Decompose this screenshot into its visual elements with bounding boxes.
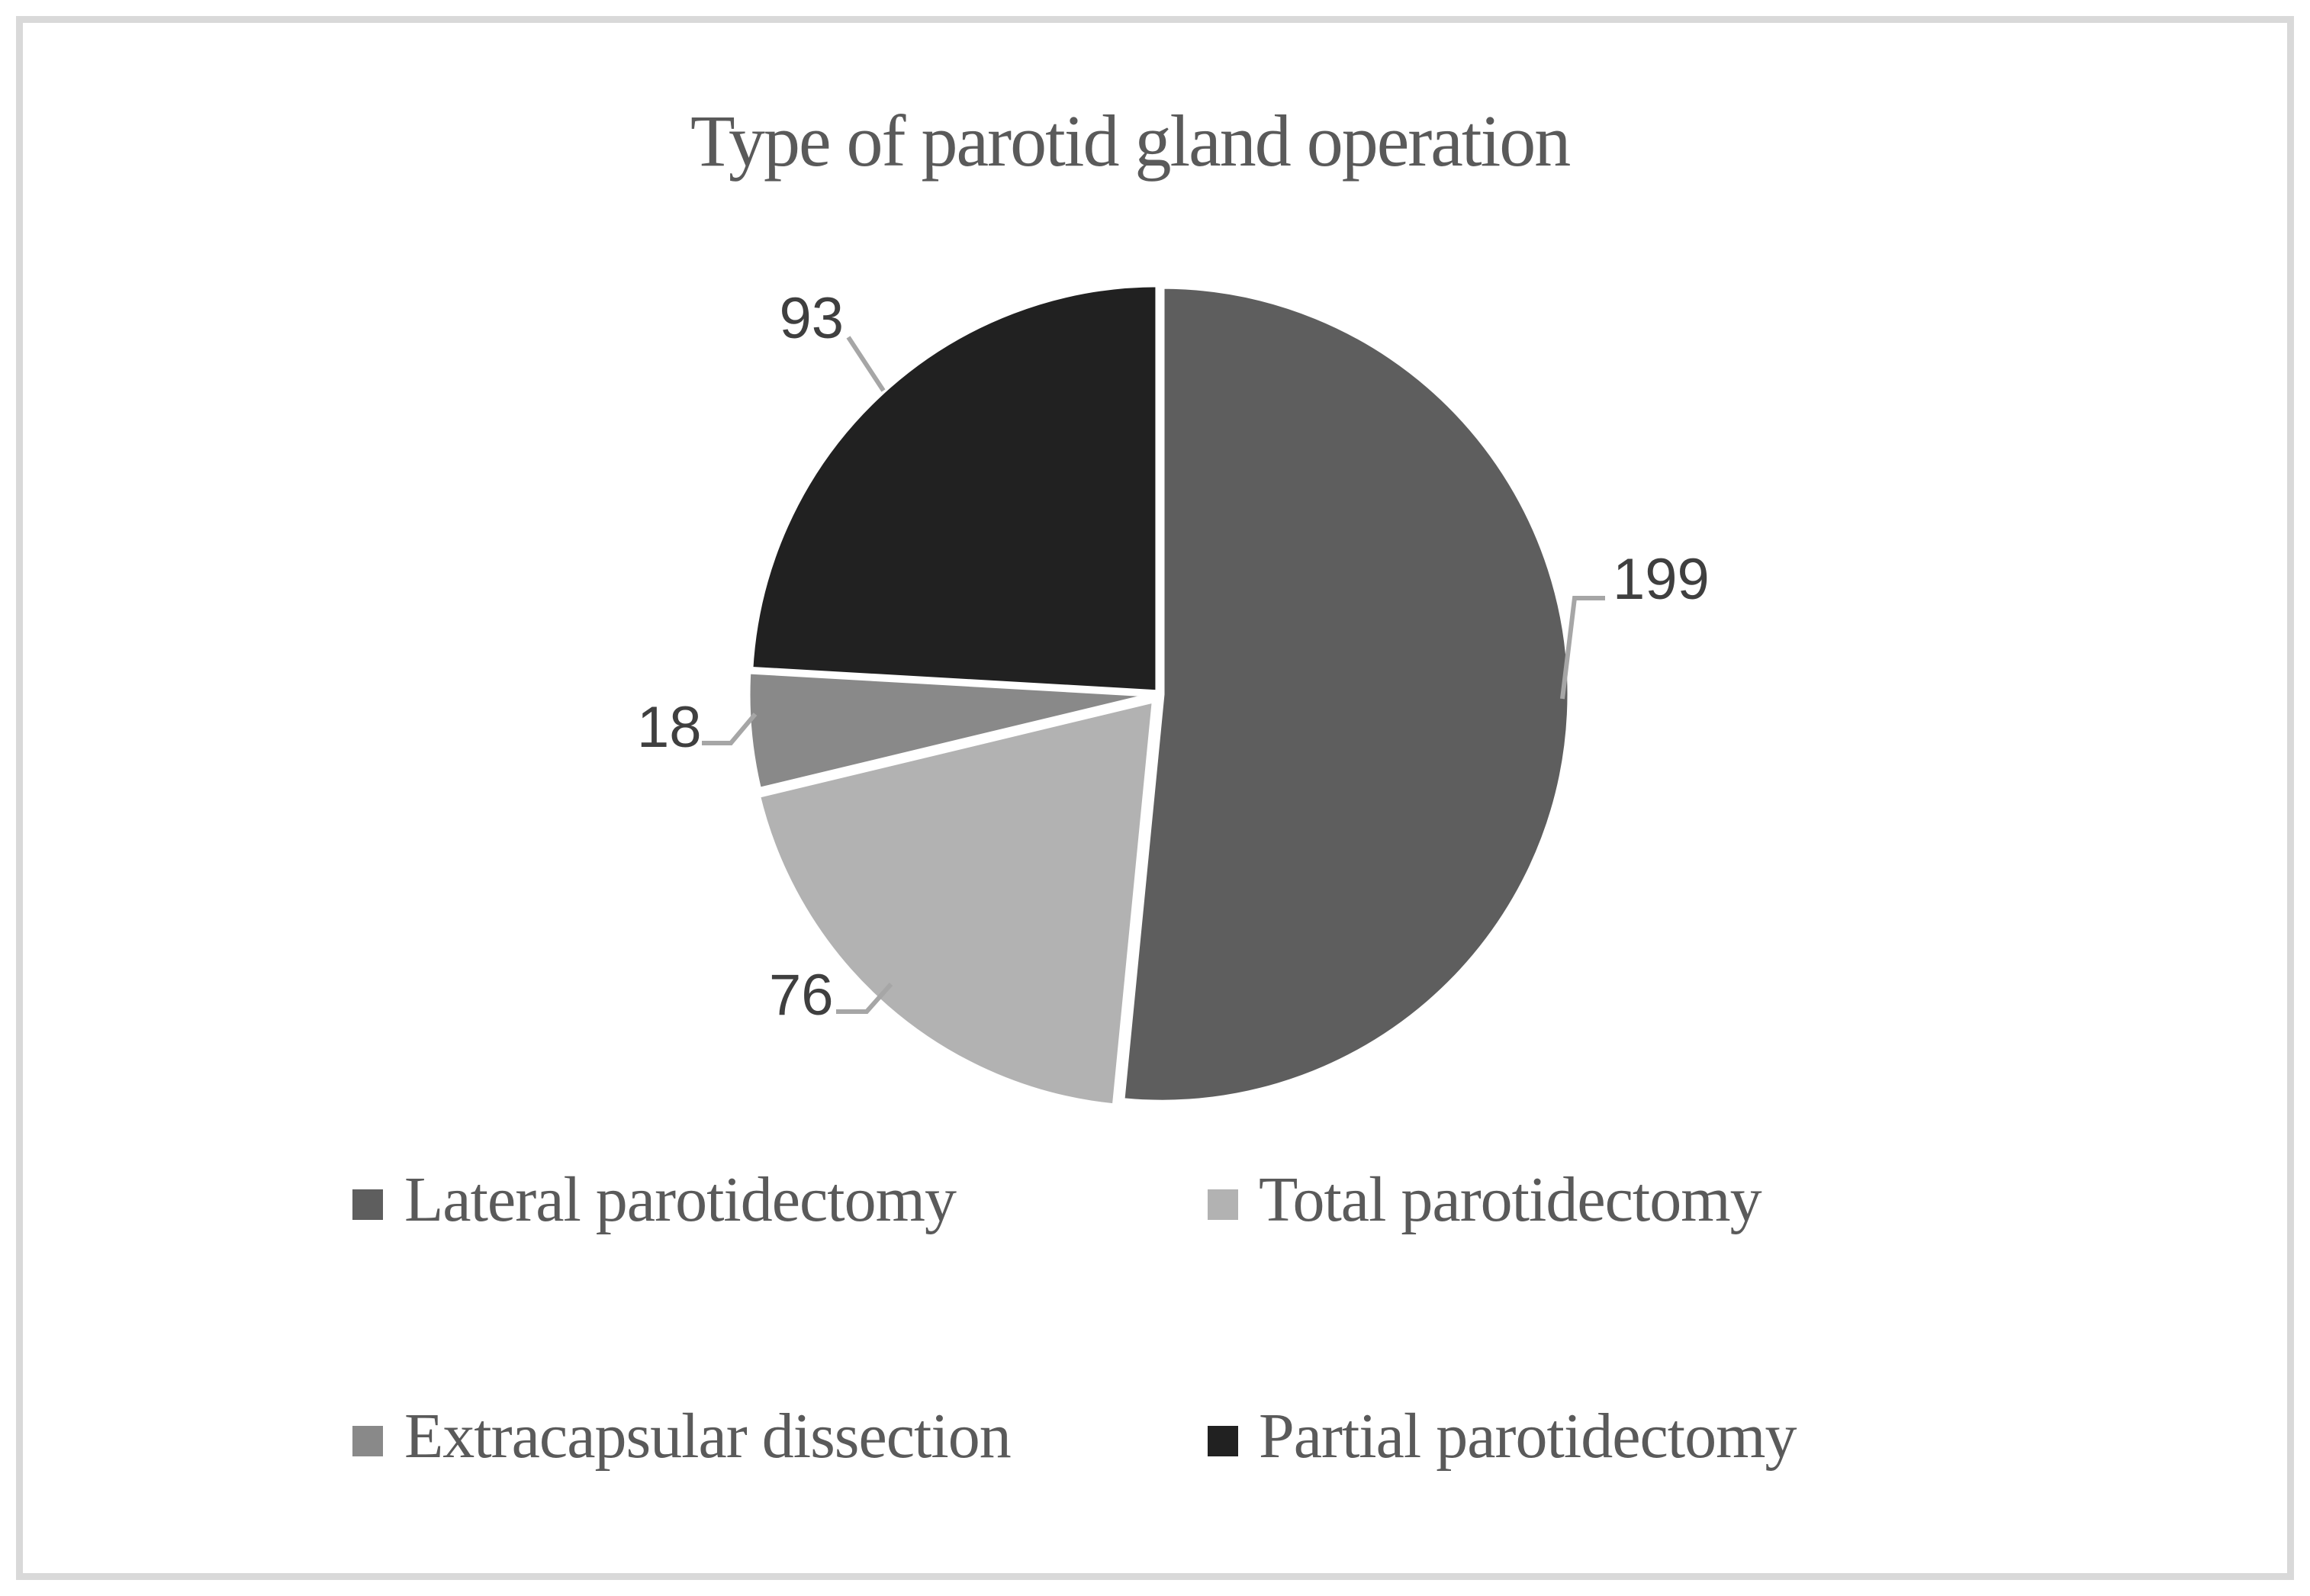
data-label-extracapsular-dissection: 18 [637, 695, 702, 760]
legend-marker-lateral-parotidectomy [352, 1189, 383, 1220]
legend-label-lateral-parotidectomy: Lateral parotidectomy [404, 1164, 957, 1235]
leader-line-total-parotidectomy [836, 983, 893, 1014]
chart-title: Type of parotid gland operation [690, 100, 1571, 182]
pie-slice-partial-parotidectomy [748, 282, 1161, 696]
data-label-total-parotidectomy: 76 [769, 963, 834, 1028]
pie-slice-total-parotidectomy [754, 697, 1157, 1109]
pie-slice-extracapsular-dissection [745, 668, 1159, 793]
legend-label-extracapsular-dissection: Extracapsular dissection [404, 1401, 1012, 1472]
leader-line-extracapsular-dissection [702, 713, 758, 745]
leader-line-lateral-parotidectomy [1560, 596, 1605, 700]
legend-marker-partial-parotidectomy [1208, 1426, 1238, 1456]
data-label-lateral-parotidectomy: 199 [1613, 547, 1710, 612]
legend-label-partial-parotidectomy: Partial parotidectomy [1259, 1401, 1797, 1472]
figure-border-frame [16, 16, 2294, 1580]
legend-marker-extracapsular-dissection [352, 1426, 383, 1456]
pie-slice-lateral-parotidectomy [1119, 283, 1573, 1105]
data-label-partial-parotidectomy: 93 [779, 286, 844, 351]
leader-line-partial-parotidectomy [846, 336, 886, 392]
legend-marker-total-parotidectomy [1208, 1189, 1238, 1220]
legend-label-total-parotidectomy: Total parotidectomy [1259, 1164, 1762, 1235]
